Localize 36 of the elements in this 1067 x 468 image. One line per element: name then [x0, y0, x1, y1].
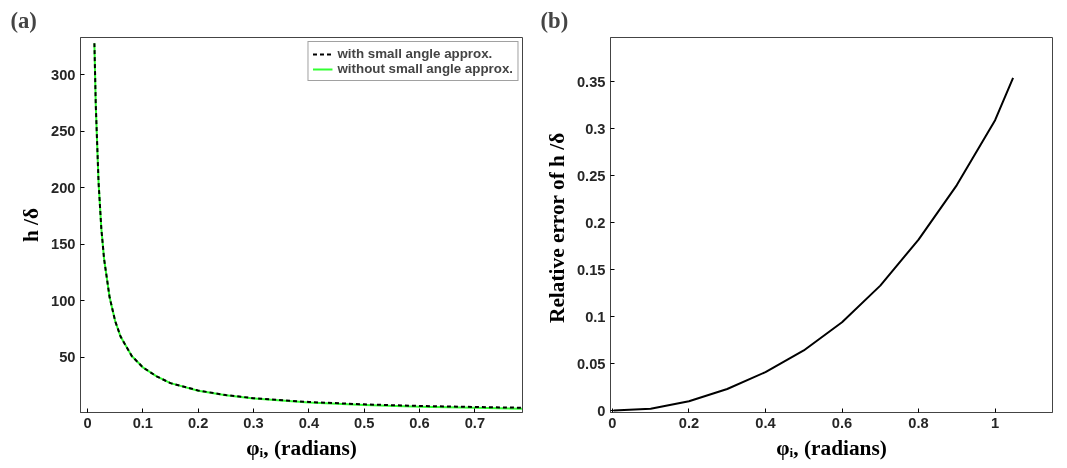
chart-title: (b) [540, 7, 569, 33]
y-tick-label: 0.35 [576, 73, 606, 90]
y-tick-label: 300 [51, 66, 76, 83]
x-tick-label: 1 [991, 414, 1000, 431]
y-tick-label: 0 [597, 402, 606, 419]
legend-label: without small angle approx. [337, 61, 513, 76]
y-tick-label: 0.2 [585, 214, 606, 231]
x-tick-label: 0.4 [755, 414, 777, 431]
x-axis-title: φᵢ, (radians) [776, 435, 887, 460]
y-tick-label: 0.15 [576, 261, 606, 278]
y-tick-label: 0.25 [576, 167, 606, 184]
x-tick-label: 0.2 [187, 414, 209, 431]
y-tick-label: 0.05 [576, 355, 606, 372]
x-tick-label: 0.4 [298, 414, 320, 431]
x-tick-label: 0.5 [354, 414, 375, 431]
y-tick-label: 150 [51, 236, 76, 253]
y-tick-label: 0.3 [585, 120, 606, 137]
y-tick-label: 250 [51, 123, 76, 140]
chart-title: (a) [10, 7, 37, 33]
y-tick-label: 50 [59, 349, 76, 366]
x-axis-title: φᵢ, (radians) [246, 435, 357, 460]
y-tick-label: 0.1 [585, 308, 606, 325]
y-axis-title: h /δ [19, 207, 44, 243]
x-tick-label: 0.7 [464, 414, 486, 431]
x-tick-label: 0.8 [908, 414, 929, 431]
x-tick-label: 0.6 [831, 414, 853, 431]
x-tick-label: 0.1 [132, 414, 154, 431]
x-tick-label: 0 [83, 414, 92, 431]
x-tick-label: 0 [608, 414, 617, 431]
x-tick-label: 0.2 [678, 414, 700, 431]
x-tick-label: 0.6 [409, 414, 430, 431]
y-axis-title: Relative error of h /δ [544, 132, 569, 324]
y-tick-label: 200 [51, 179, 76, 196]
y-tick-label: 100 [51, 292, 76, 309]
x-tick-label: 0.3 [243, 414, 264, 431]
legend-label: with small angle approx. [337, 46, 493, 61]
